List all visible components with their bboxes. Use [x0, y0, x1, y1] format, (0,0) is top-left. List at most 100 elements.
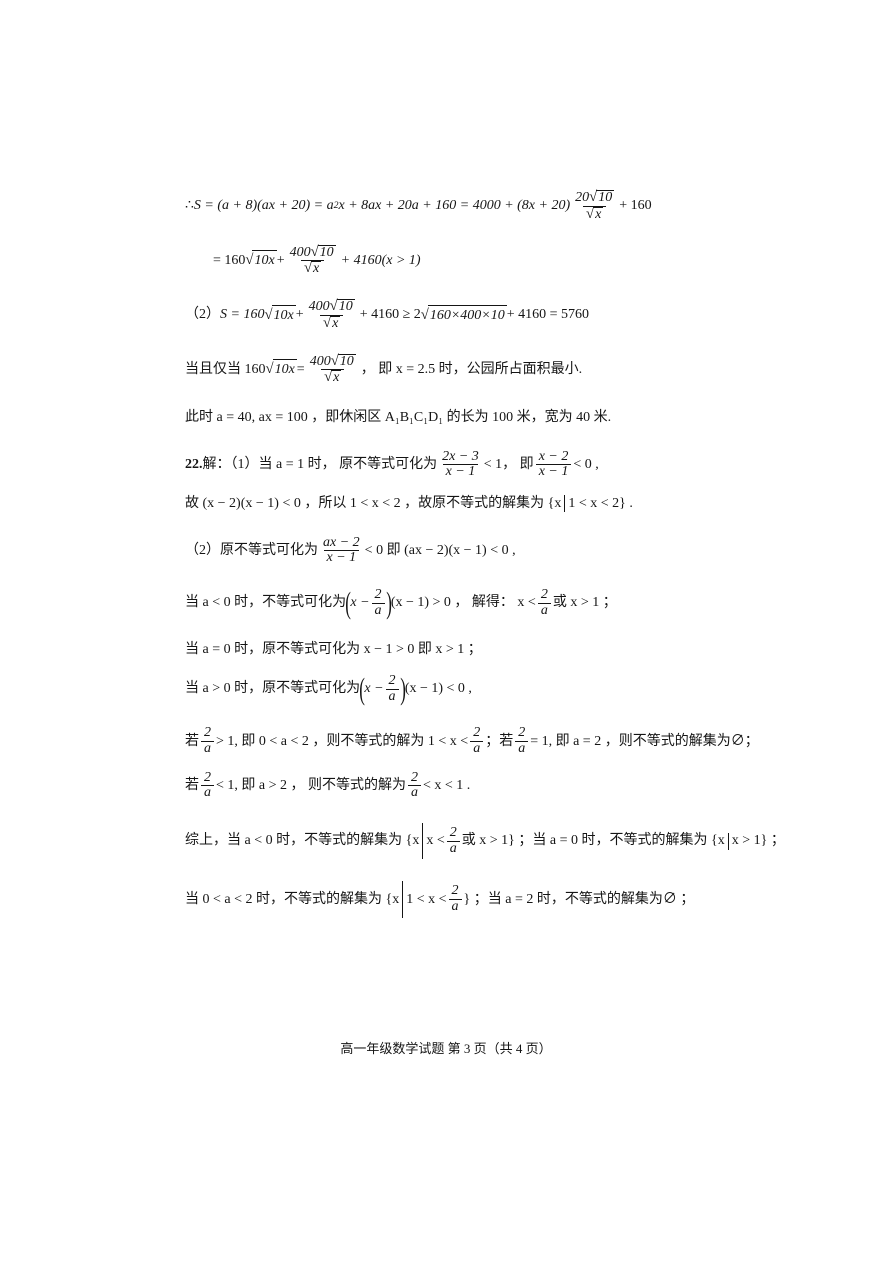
sqrt-icon: 10 — [330, 299, 355, 315]
paren-icon: ( — [345, 591, 351, 616]
math-line-3: （2） S = 16010x + 40010 x + 4160 ≥ 2160×4… — [185, 299, 892, 332]
footer-text: 高一年级数学试题 第 3 页（共 4 页） — [340, 1041, 551, 1056]
sqrt-icon: 10 — [331, 354, 356, 370]
math-line-1: ∴ S = (a + 8)(ax + 20) = a2x + 8ax + 20a… — [185, 190, 892, 223]
rad: 10 — [337, 299, 355, 315]
text: 故 (x − 2)(x − 1) < 0 ，所以 1 < x < 2 ，故原不等… — [185, 494, 561, 514]
text: } ；当 a = 2 时，不等式的解集为∅ ； — [464, 890, 695, 910]
num-coef: 400 — [309, 299, 330, 314]
text: ；若 — [485, 732, 513, 752]
expr: S = 160 — [220, 305, 264, 325]
text: < 0 , — [573, 455, 598, 475]
text: 或 x > 1} ；当 a = 0 时，不等式的解集为 {x — [462, 831, 725, 851]
expr: x + 8ax + 20a + 160 = 4000 + (8x + 20) — [338, 196, 570, 216]
math-line-10: 当 a = 0 时，原不等式可化为 x − 1 > 0 即 x > 1 ； — [185, 640, 892, 660]
text: 当 a = 0 时，原不等式可化为 x − 1 > 0 即 x > 1 ； — [185, 640, 482, 660]
den: x − 1 — [324, 550, 360, 566]
num: ax − 2 — [320, 536, 363, 551]
text: + — [296, 305, 304, 325]
text: 若 — [185, 732, 199, 752]
rad: 10 — [338, 354, 356, 370]
num: 2 — [449, 884, 462, 899]
rad: 10x — [272, 305, 296, 326]
sqrt-icon: 10x — [264, 305, 295, 326]
math-line-14: 综上，当 a < 0 时，不等式的解集为 {x x < 2a 或 x > 1} … — [185, 823, 892, 859]
math-line-15: 当 0 < a < 2 时，不等式的解集为 {x 1 < x < 2a } ；当… — [185, 881, 892, 917]
num: 2 — [538, 588, 551, 603]
text: ∴ — [185, 196, 194, 216]
text: ， 即 x = 2.5 时，公园所占面积最小. — [361, 360, 582, 380]
text: 此时 a = 40, ax = 100 ，即休闲区 A₁B₁C₁D₁ 的长为 1… — [185, 408, 611, 428]
math-line-6: 22. 解：（1）当 a = 1 时， 原不等式可化为 2x − 3x − 1 … — [185, 450, 892, 480]
sqrt-icon: 160×400×10 — [421, 305, 507, 326]
text: + 4160 = 5760 — [507, 305, 589, 325]
text: 若 — [185, 776, 199, 796]
den: a — [449, 899, 462, 915]
fraction: 40010 x — [287, 245, 339, 278]
den: a — [447, 841, 460, 857]
text: + 160 — [619, 196, 651, 216]
rad: 10x — [252, 250, 276, 271]
num-coef: 400 — [290, 245, 311, 260]
den: x − 1 — [536, 464, 572, 480]
num: 2 — [386, 674, 399, 689]
fraction: 40010 x — [307, 354, 359, 387]
text: = — [297, 360, 305, 380]
set-bar-icon — [402, 881, 403, 917]
text: x > 1} ； — [732, 831, 785, 851]
num: 2 — [447, 826, 460, 841]
rad: 10x — [273, 359, 297, 380]
fraction: 2a — [408, 771, 421, 801]
problem-num: 22. — [185, 455, 203, 475]
math-line-2: = 160 10x + 40010 x + 4160(x > 1) — [185, 245, 892, 278]
rad: x — [330, 316, 340, 332]
label: （2） — [185, 305, 220, 325]
rad: x — [311, 261, 321, 277]
fraction: 2010 x — [572, 190, 617, 223]
text: = 160 — [213, 251, 245, 271]
math-line-4: 当且仅当 160 10x = 40010 x ， 即 x = 2.5 时，公园所占… — [185, 354, 892, 387]
text: < x < 1 . — [423, 776, 470, 796]
text: 当且仅当 160 — [185, 360, 266, 380]
sqrt-icon: 10 — [589, 190, 614, 206]
set-bar-icon — [728, 833, 729, 850]
text: （2）原不等式可化为 — [185, 541, 318, 561]
paren-icon: ) — [386, 591, 392, 616]
set-bar-icon — [564, 495, 565, 512]
text: + 4160(x > 1) — [341, 251, 421, 271]
paren-icon: ) — [400, 677, 406, 702]
fraction: 2a — [447, 826, 460, 856]
fraction: 2a — [449, 884, 462, 914]
rad: 160×400×10 — [428, 305, 507, 326]
num: 2 — [515, 726, 528, 741]
sqrt-icon: 10x — [245, 250, 276, 271]
expr: S = (a + 8)(ax + 20) = a — [194, 196, 334, 216]
num: 2 — [372, 588, 385, 603]
num: x − 2 — [536, 450, 572, 465]
math-line-8: （2）原不等式可化为 ax − 2x − 1 < 0 即 (ax − 2)(x … — [185, 536, 892, 566]
sqrt-icon: 10 — [311, 245, 336, 261]
text: < 0 即 (ax − 2)(x − 1) < 0 , — [365, 541, 516, 561]
den: a — [408, 785, 421, 801]
text: + — [277, 251, 285, 271]
den: a — [515, 741, 528, 757]
fraction: 2a — [201, 726, 214, 756]
math-line-9: 当 a < 0 时，不等式可化为 (x − 2a) (x − 1) > 0 ， … — [185, 588, 892, 618]
text: 综上，当 a < 0 时，不等式的解集为 {x — [185, 831, 419, 851]
den: a — [470, 741, 483, 757]
sqrt-icon: x — [586, 207, 603, 223]
num: 2 — [201, 771, 214, 786]
math-line-11: 当 a > 0 时，原不等式可化为 (x − 2a) (x − 1) < 0 , — [185, 674, 892, 704]
num: 2 — [408, 771, 421, 786]
num: 2 — [201, 726, 214, 741]
page-footer: 高一年级数学试题 第 3 页（共 4 页） — [0, 1038, 892, 1057]
text: 1 < x < — [406, 890, 446, 910]
text: 当 a < 0 时，不等式可化为 — [185, 593, 346, 613]
rad: 10 — [596, 190, 614, 206]
text: (x − 1) < 0 , — [405, 679, 472, 699]
den: x − 1 — [443, 464, 479, 480]
den: a — [372, 603, 385, 619]
sqrt-icon: x — [324, 370, 341, 386]
sqrt-icon: 10x — [266, 359, 297, 380]
text: 或 x > 1 ； — [553, 593, 617, 613]
